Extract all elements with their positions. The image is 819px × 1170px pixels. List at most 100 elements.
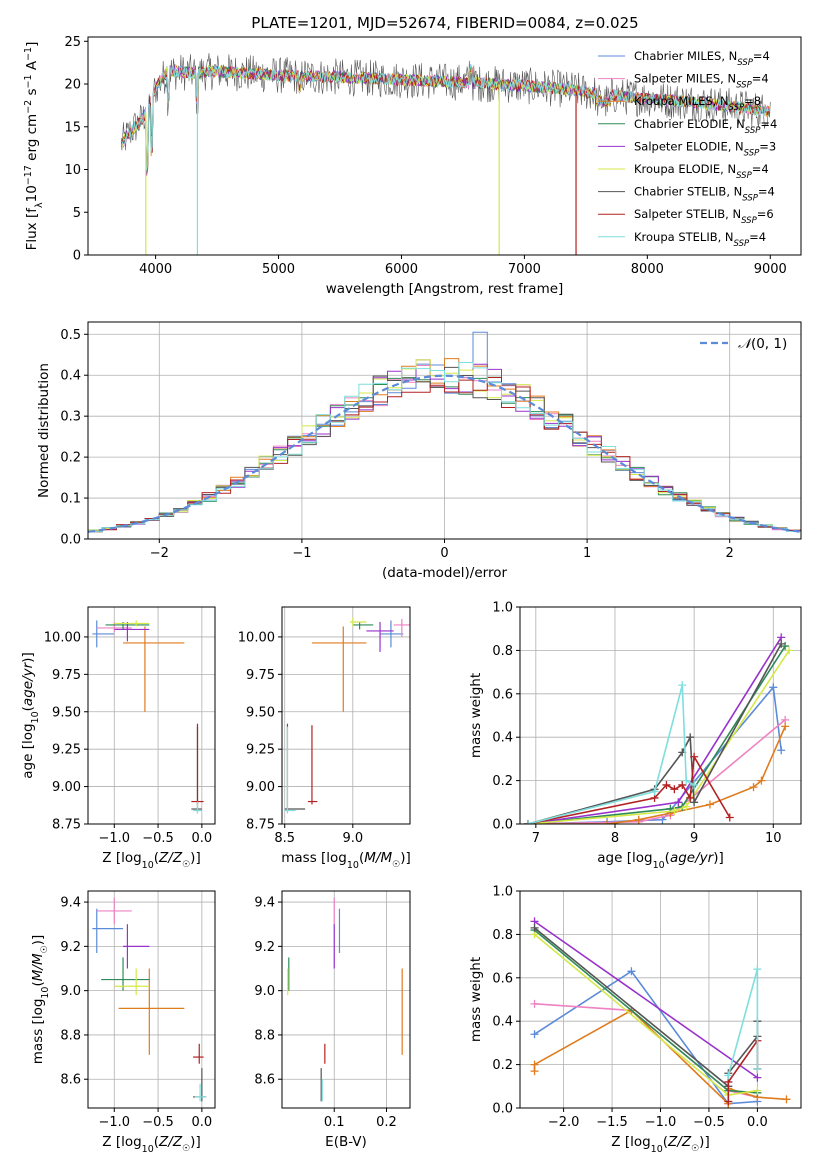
y-tick-label: 0.5 [60,328,81,343]
legend-label-text: Chabrier ELODIE, N [634,117,745,131]
x-axis-label-part: ( [663,1134,668,1150]
y-axis-label: mass [log10(M/M☉)] [30,935,51,1064]
x-axis-label-part: ( [665,850,670,866]
y-tick-label: 5 [73,206,81,221]
legend-label-sub: SSP [744,148,760,158]
legend-label: Kroupa MILES, NSSP=8 [634,94,761,113]
x-tick-label: 0.0 [192,1115,213,1130]
x-axis-label-part: ( [154,1134,159,1150]
y-axis-label-part: age/yr [20,661,36,706]
y-axis-label-part: )] [30,935,46,946]
weight-line [527,719,786,824]
x-axis-label-part: Z/Z [158,1134,183,1150]
x-axis-label-part: ☉ [182,1144,190,1154]
weight-marker [530,1030,539,1039]
panel-age-vs-Z: −1.0 −0.5 0.0 8.75 9.00 9.25 9.50 9.75 10.00 Z [l… [20,606,216,871]
y-tick-label: 8.75 [246,818,275,833]
weight-marker [725,813,734,822]
weight-marker [753,965,762,974]
weight-marker [634,815,643,824]
weight-marker [769,683,778,692]
weight-line [534,920,758,1079]
x-tick-label: 7 [532,831,540,846]
legend-label-text: Kroupa MILES, N [634,94,729,108]
axes-frame [87,321,802,540]
y-axis-label-part: mass weight [468,957,484,1042]
panel-mass-vs-EBV: 0.1 0.2 8.6 8.8 9.0 9.2 9.4 E(B-V) [254,890,411,1150]
legend-label-sub: SSP [729,103,745,113]
plot-area-age-vs-mass [284,617,410,814]
y-tick-label: 0.0 [60,533,81,548]
x-tick-label: −0.5 [142,1115,174,1130]
legend-label-sub: SSP [736,171,752,181]
y-tick-label: 9.50 [246,705,275,720]
weight-marker [670,806,679,815]
y-tick-label: 0.8 [492,928,513,943]
legend-normal-symbol: 𝒩 [738,336,755,352]
x-tick-label: −1.0 [98,1115,130,1130]
weight-marker [753,1064,762,1073]
y-axis-label-part: mass weight [468,673,484,758]
y-axis-label-part: mass [log [30,999,46,1065]
legend-label: Chabrier ELODIE, NSSP=4 [634,117,777,136]
y-tick-label: 0.4 [60,369,81,384]
y-axis-label-part: ( [20,706,36,711]
weight-line [533,927,759,1088]
y-tick-label: 8.75 [52,818,81,833]
axes-frame [87,36,802,256]
axes-frame [281,890,411,1109]
y-axis-label-part: 10 [24,185,40,202]
x-axis-label-part: 10 [653,860,665,871]
x-tick-label: 10 [765,831,782,846]
y-tick-label: 1.0 [492,885,513,900]
legend-label: Salpeter ELODIE, NSSP=3 [634,139,776,158]
x-tick-label: 2 [726,546,734,561]
legend-label-text: Kroupa ELODIE, N [634,162,736,176]
x-axis-label-part: )] [699,1134,710,1150]
weight-marker [674,798,683,807]
weight-marker [781,722,790,731]
y-axis-label-part: −2 [23,100,34,114]
legend-label-text: Chabrier STELIB, N [634,185,742,199]
x-tick-label: −1 [292,546,311,561]
y-axis-label-part: M/M [30,953,46,981]
x-axis-label-part: age [log [597,850,652,866]
x-tick-label: −1.5 [596,1115,628,1130]
x-tick-label: 0.2 [376,1115,397,1130]
y-axis-label-part: 10 [30,711,41,723]
y-tick-label: 0.2 [492,774,513,789]
x-axis-label-part: )] [190,1134,201,1150]
y-tick-label: 10 [64,163,81,178]
panel-age-vs-mass: 8.5 9.0 8.75 9.00 9.25 9.50 9.75 10.00 mass [log… [238,606,411,871]
x-tick-label: −1.0 [98,831,130,846]
legend-label-eq: =3 [759,139,776,153]
weight-line [527,754,731,824]
legend-label-sub: SSP [736,81,752,91]
y-axis-label: age [log10(age/yr)] [20,652,41,778]
plot-area-mass-vs-EBV [287,897,403,1102]
x-axis-label: Z [log10(Z/Z☉)] [102,850,200,871]
y-axis-label-part: erg cm [24,114,40,165]
weight-marker [678,780,687,789]
x-axis-label-part: Z/Z [667,1134,692,1150]
y-axis-label-part: age [log [20,723,36,778]
y-tick-label: 9.2 [254,940,275,955]
y-tick-label: 0.8 [492,644,513,659]
weight-line [527,649,790,824]
x-tick-label: 0.1 [324,1115,345,1130]
legend-label: Kroupa ELODIE, NSSP=4 [634,162,769,181]
weight-marker [777,639,786,648]
y-tick-label: 10.00 [238,630,275,645]
x-axis-label: Z [log10(Z/Z☉)] [102,1134,200,1155]
legend-label: Chabrier STELIB, NSSP=4 [634,185,775,204]
y-axis-label: Flux [fλ10−17 erg cm−2 s−1 A−1] [23,42,45,251]
x-axis-label-part: wavelength [Angstrom, rest frame] [326,281,564,297]
y-tick-label: 9.25 [246,743,275,758]
legend-label: Salpeter STELIB, NSSP=6 [634,207,774,226]
plot-area-residuals [88,331,801,533]
y-tick-label: 0.2 [60,451,81,466]
weight-marker [530,923,539,932]
x-tick-label: 0.0 [192,831,213,846]
chart-title: PLATE=1201, MJD=52674, FIBERID=0084, z=0… [251,14,638,32]
